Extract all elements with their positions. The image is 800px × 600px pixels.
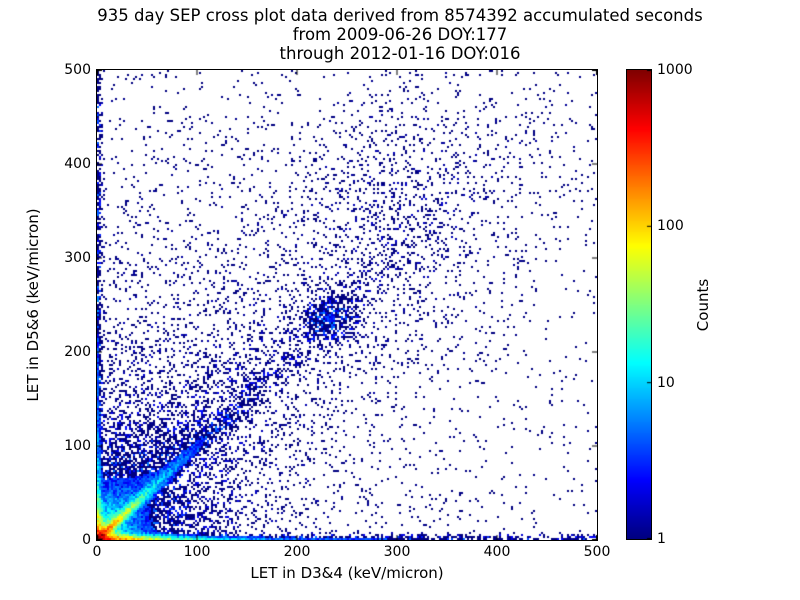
colorbar-tick-label-100: 100 xyxy=(657,218,684,235)
x-tick-label-0: 0 xyxy=(92,544,102,560)
title-line-2: from 2009-06-26 DOY:177 xyxy=(292,25,508,44)
colorbar-label: Counts xyxy=(694,278,712,332)
colorbar-tick-label-1000: 1000 xyxy=(657,62,693,78)
x-tick-label-400: 400 xyxy=(483,544,511,560)
scatter-density-canvas xyxy=(97,70,597,540)
title-line-1: 935 day SEP cross plot data derived from… xyxy=(97,6,703,25)
title-line-3: through 2012-01-16 DOY:016 xyxy=(279,44,521,63)
colorbar-tick-label-1: 1 xyxy=(657,531,666,547)
y-tick-label-300: 300 xyxy=(64,250,91,266)
y-tick-label-200: 200 xyxy=(64,344,91,360)
x-tick-label-500: 500 xyxy=(583,544,611,560)
x-tick-label-300: 300 xyxy=(383,544,411,560)
plot-title: 935 day SEP cross plot data derived from… xyxy=(0,6,800,63)
y-tick-label-500: 500 xyxy=(64,62,91,78)
colorbar-canvas xyxy=(627,70,651,539)
x-tick-label-100: 100 xyxy=(183,544,211,560)
x-tick-label-200: 200 xyxy=(283,544,311,560)
plot-area xyxy=(96,69,598,541)
colorbar xyxy=(626,69,652,540)
colorbar-tick-label-10: 10 xyxy=(657,374,675,391)
y-axis-label: LET in D5&6 (keV/micron) xyxy=(24,208,42,402)
y-tick-label-400: 400 xyxy=(64,156,91,172)
x-axis-label: LET in D3&4 (keV/micron) xyxy=(250,564,444,582)
y-tick-label-100: 100 xyxy=(64,438,91,454)
y-tick-label-0: 0 xyxy=(82,532,91,548)
